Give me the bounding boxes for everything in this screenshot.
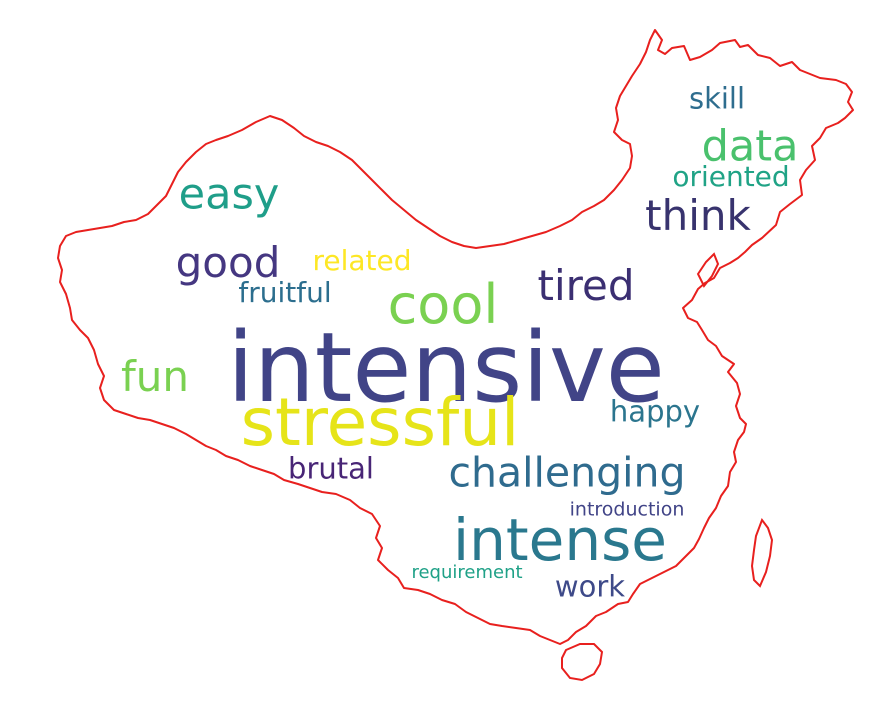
word-intense: intense: [453, 506, 667, 574]
word-requirement: requirement: [411, 562, 523, 583]
word-challenging: challenging: [448, 448, 686, 497]
word-brutal: brutal: [288, 451, 374, 486]
mainland-outline: [57, 29, 854, 645]
word-oriented: oriented: [672, 160, 790, 193]
word-happy: happy: [609, 394, 701, 429]
word-think: think: [645, 191, 751, 240]
word-tired: tired: [537, 261, 635, 310]
word-skill: skill: [688, 81, 746, 116]
word-work: work: [554, 569, 626, 604]
word-good: good: [175, 238, 281, 287]
word-stressful: stressful: [240, 384, 520, 461]
taiwan-outline: [750, 517, 774, 588]
word-fun: fun: [120, 352, 190, 401]
word-related: related: [312, 244, 412, 277]
shandong-peninsula-outline: [696, 252, 720, 288]
word-introduction: introduction: [569, 498, 685, 521]
word-data: data: [701, 121, 799, 172]
word-cool: cool: [387, 273, 499, 336]
hainan-outline: [561, 643, 604, 682]
word-intensive: intensive: [227, 312, 665, 424]
word-fruitful: fruitful: [238, 276, 332, 309]
word-easy: easy: [178, 169, 280, 220]
